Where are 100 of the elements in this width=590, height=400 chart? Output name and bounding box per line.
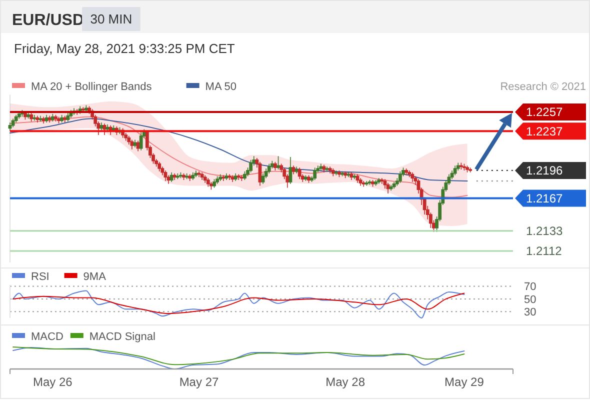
candlestick — [398, 171, 402, 184]
candlestick — [344, 171, 348, 179]
candlestick — [164, 170, 168, 182]
candlestick — [57, 116, 60, 124]
candlestick — [133, 139, 137, 148]
x-tick-label: May 29 — [444, 375, 484, 389]
candlestick — [206, 178, 210, 188]
candlestick — [139, 132, 143, 151]
candlestick — [392, 182, 396, 190]
candlestick — [456, 162, 460, 171]
candlestick — [292, 165, 296, 175]
candlestick — [230, 174, 234, 182]
candlestick — [408, 170, 412, 178]
candlestick — [380, 178, 384, 184]
candlestick — [240, 174, 244, 182]
candlestick — [228, 174, 232, 180]
candlestick — [368, 180, 372, 186]
candlestick — [249, 160, 253, 173]
candlestick — [322, 164, 326, 173]
candlestick — [182, 172, 186, 180]
y-tick-label: 1.2133 — [526, 224, 564, 238]
candlestick — [197, 171, 201, 178]
candlestick — [350, 172, 354, 180]
candlestick — [84, 104, 88, 112]
y-tick-label: 1.2112 — [526, 244, 562, 258]
candlestick — [216, 176, 219, 184]
text: Research © 2021 — [500, 81, 586, 93]
candlestick — [274, 161, 277, 171]
candlestick — [170, 172, 174, 182]
candlestick — [172, 172, 176, 180]
candlestick — [218, 174, 222, 182]
candlestick — [234, 172, 238, 182]
candlestick — [236, 174, 240, 180]
candlestick — [66, 112, 70, 122]
candlestick — [203, 174, 207, 184]
candlestick — [338, 170, 341, 178]
candlestick — [258, 161, 262, 186]
legend-label: MA 20 + Bollinger Bands — [31, 80, 152, 93]
candlestick — [54, 114, 58, 122]
y-tick-label: 1.2167 — [526, 191, 564, 206]
candlestick — [136, 140, 140, 152]
candlestick — [298, 167, 302, 180]
candlestick — [42, 116, 46, 124]
candlestick — [462, 163, 466, 171]
x-tick-label: May 27 — [179, 375, 220, 389]
legend-label: 9MA — [83, 270, 107, 283]
candlestick — [358, 178, 362, 186]
candlestick — [267, 163, 271, 174]
candlestick — [30, 112, 34, 122]
candlestick — [100, 122, 104, 131]
candlestick — [243, 171, 246, 180]
legend-label: MACD — [31, 330, 64, 343]
candlestick — [176, 172, 180, 180]
candlestick — [304, 174, 308, 182]
chart-subtitle: 30 MIN — [90, 12, 132, 27]
candlestick — [364, 180, 368, 186]
candlestick — [307, 174, 310, 184]
candlestick — [210, 182, 213, 190]
candlestick — [331, 168, 335, 177]
line-series — [10, 118, 468, 182]
candlestick — [48, 115, 52, 123]
candlestick — [389, 184, 393, 191]
candlestick — [102, 123, 106, 136]
candlestick — [200, 172, 204, 180]
candlestick — [212, 178, 216, 188]
y-tick-label: 1.2257 — [526, 105, 564, 120]
candlestick — [11, 118, 15, 128]
candlestick — [222, 174, 226, 182]
candlestick — [17, 110, 21, 120]
legend-label: MA 50 — [205, 80, 236, 93]
candlestick — [158, 161, 162, 172]
candlestick — [334, 170, 338, 176]
y-tick-label: 1.2237 — [526, 124, 564, 138]
x-tick-label: May 28 — [326, 375, 366, 389]
chart-title: EUR/USD — [12, 12, 84, 29]
candlestick — [276, 156, 280, 170]
candlestick — [459, 162, 463, 170]
candlestick — [453, 165, 457, 176]
candlestick — [224, 172, 228, 180]
candlestick — [36, 115, 40, 123]
y-tick-label: 50 — [524, 294, 536, 306]
legend-label: RSI — [31, 270, 50, 283]
candlestick — [294, 166, 298, 174]
candlestick — [466, 165, 469, 173]
candlestick — [44, 114, 48, 123]
candlestick — [468, 167, 472, 173]
candlestick — [325, 166, 329, 172]
candlestick — [261, 172, 265, 184]
candlestick — [410, 172, 414, 182]
candlestick — [288, 156, 292, 184]
candlestick — [8, 122, 12, 132]
candlestick — [166, 174, 170, 184]
candlestick — [38, 115, 42, 122]
candlestick — [313, 167, 317, 180]
y-tick-label: 1.2196 — [526, 164, 564, 178]
candlestick — [108, 124, 112, 136]
text: Friday, May 28, 2021 9:33:25 PM CET — [14, 41, 235, 56]
legend-label: MACD Signal — [89, 330, 156, 343]
candlestick — [356, 174, 360, 184]
candlestick — [377, 178, 381, 184]
